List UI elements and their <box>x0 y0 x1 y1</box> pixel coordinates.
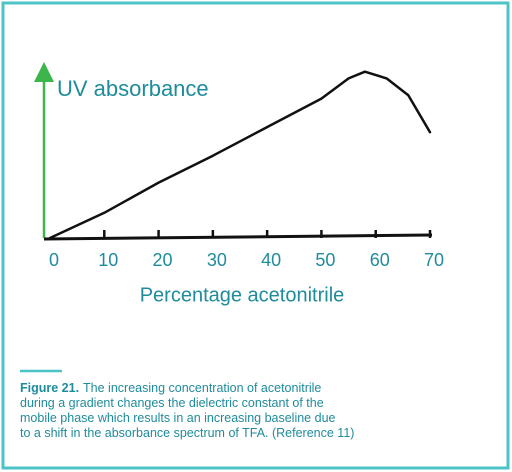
caption-label: Figure 21. <box>20 381 79 395</box>
x-tick-label: 0 <box>49 250 59 270</box>
caption-line: to a shift in the absorbance spectrum of… <box>20 426 354 440</box>
x-tick-label: 20 <box>153 250 173 270</box>
x-tick-label: 50 <box>315 250 335 270</box>
caption-line: during a gradient changes the dielectric… <box>20 396 324 410</box>
x-axis-label: Percentage acetonitrile <box>140 284 345 306</box>
x-tick-label: 40 <box>261 250 281 270</box>
x-tick-label: 70 <box>424 250 444 270</box>
caption: Figure 21. The increasing concentration o… <box>20 381 354 440</box>
x-tick-label: 60 <box>370 250 390 270</box>
x-axis <box>43 233 433 241</box>
data-line <box>48 70 432 240</box>
y-axis-label: UV absorbance <box>57 76 209 101</box>
x-tick-label: 30 <box>207 250 227 270</box>
caption-line: mobile phase which results in an increas… <box>20 411 336 425</box>
x-tick-label: 10 <box>98 250 118 270</box>
caption-line: The increasing concentration of acetonit… <box>83 381 321 395</box>
